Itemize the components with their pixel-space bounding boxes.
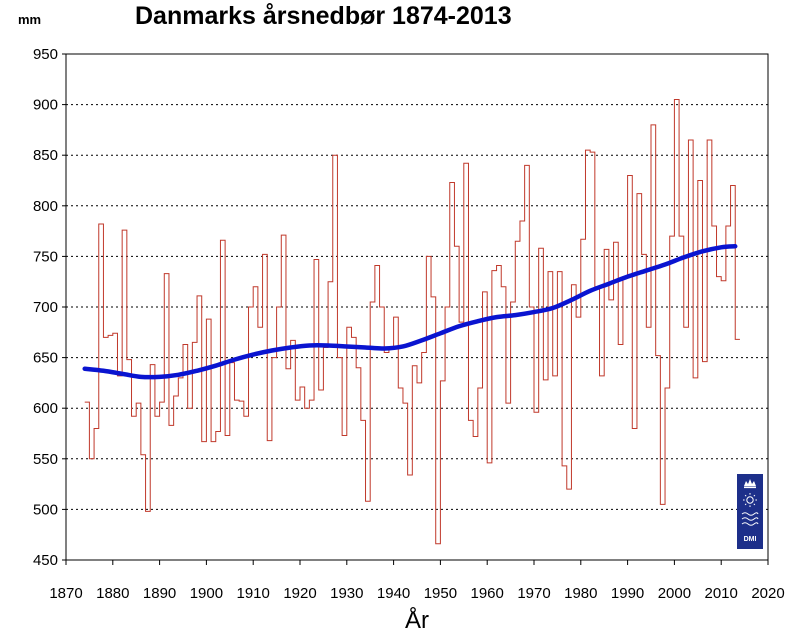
x-tick-label-1990: 1990: [611, 585, 644, 602]
dmi-logo-text: DMI: [744, 536, 757, 543]
y-axis-ticks: 450 500 550 600 650 700 750 800 850 900 950: [33, 46, 66, 569]
waves-icon: [741, 512, 759, 526]
smoothed-trend-line: [82, 244, 738, 380]
x-tick-label-1930: 1930: [330, 585, 363, 602]
y-tick-label-500: 500: [33, 501, 58, 518]
x-tick-label-1960: 1960: [471, 585, 504, 602]
x-tick-label-2010: 2010: [705, 585, 738, 602]
x-axis-ticks: 1870 1880 1890 1900 1910 1920 1930 1940 1950 1960…: [49, 560, 785, 602]
y-tick-label-900: 900: [33, 97, 58, 114]
y-tick-label-800: 800: [33, 198, 58, 215]
y-tick-label-650: 650: [33, 350, 58, 367]
data-series: [82, 99, 740, 545]
dmi-logo: DMI: [737, 474, 763, 549]
y-tick-label-850: 850: [33, 147, 58, 164]
x-tick-label-1880: 1880: [96, 585, 129, 602]
y-tick-label-700: 700: [33, 299, 58, 316]
x-tick-label-1910: 1910: [237, 585, 270, 602]
y-tick-label-550: 550: [33, 451, 58, 468]
x-tick-label-1970: 1970: [517, 585, 550, 602]
y-tick-label-950: 950: [33, 46, 58, 63]
sun-weather-icon: [743, 493, 757, 507]
x-tick-label-1920: 1920: [283, 585, 316, 602]
chart-title: Danmarks årsnedbør 1874-2013: [135, 2, 512, 30]
x-axis-label: År: [405, 606, 429, 634]
y-axis-unit-label: mm: [18, 12, 41, 27]
x-tick-label-1890: 1890: [143, 585, 176, 602]
x-tick-label-1950: 1950: [424, 585, 457, 602]
plot-frame: [65, 53, 769, 561]
x-tick-label-1980: 1980: [564, 585, 597, 602]
x-tick-label-2000: 2000: [658, 585, 691, 602]
y-tick-label-600: 600: [33, 400, 58, 417]
y-tick-label-450: 450: [33, 552, 58, 569]
x-tick-label-1900: 1900: [190, 585, 223, 602]
x-tick-label-1940: 1940: [377, 585, 410, 602]
x-tick-label-2020: 2020: [751, 585, 784, 602]
crown-icon: [744, 479, 756, 489]
y-tick-label-750: 750: [33, 248, 58, 265]
annual-precipitation-line: [84, 99, 740, 545]
x-tick-label-1870: 1870: [49, 585, 82, 602]
